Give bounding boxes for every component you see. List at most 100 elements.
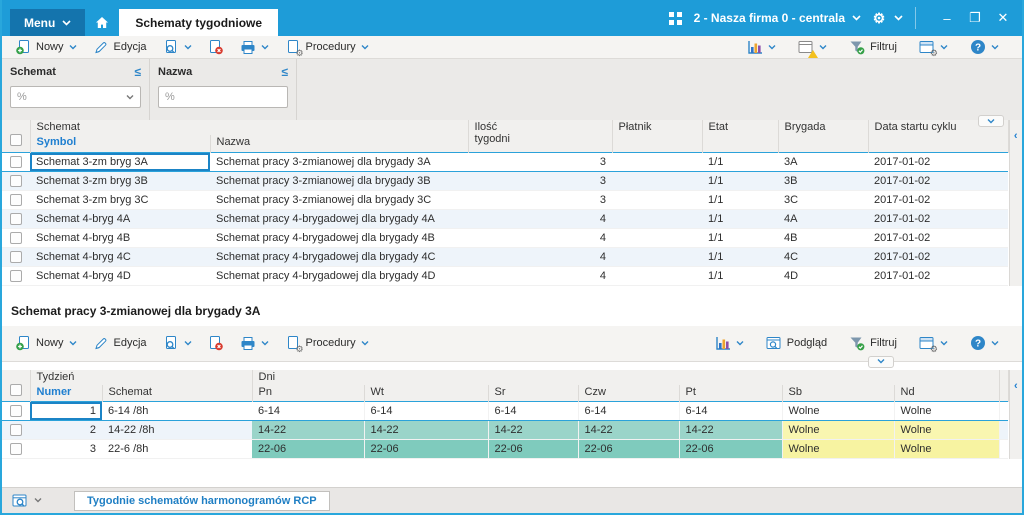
cell-sb[interactable]: Wolne <box>782 401 895 421</box>
row-checkbox[interactable] <box>2 266 30 286</box>
cell-nd[interactable]: Wolne <box>894 439 1000 459</box>
cell-data-startu[interactable]: 2017-01-02 <box>868 151 1009 172</box>
filter-button[interactable]: Filtruj <box>844 37 902 57</box>
new-button[interactable]: Nowy <box>10 333 82 353</box>
cell-data-startu[interactable]: 2017-01-02 <box>868 266 1009 286</box>
table-row[interactable]: Schemat 4-bryg 4B Schemat pracy 4-brygad… <box>2 228 1009 248</box>
table-row[interactable]: Schemat 3-zm bryg 3B Schemat pracy 3-zmi… <box>2 171 1009 191</box>
row-checkbox[interactable] <box>2 439 30 459</box>
row-checkbox[interactable] <box>2 209 30 229</box>
column-header-sr[interactable]: Sr <box>488 384 579 402</box>
cell-etat[interactable]: 1/1 <box>702 151 779 172</box>
filter-button[interactable]: Filtruj <box>844 333 902 353</box>
cell-numer[interactable]: 1 <box>30 401 102 421</box>
row-checkbox[interactable] <box>2 151 30 172</box>
cell-numer[interactable]: 2 <box>30 420 102 440</box>
maximize-button[interactable]: ❐ <box>969 10 981 25</box>
cell-data-startu[interactable]: 2017-01-02 <box>868 171 1009 191</box>
tab-schematy-tygodniowe[interactable]: Schematy tygodniowe <box>119 9 279 36</box>
cell-ilosc-tygodni[interactable]: 4 <box>468 247 613 267</box>
table-row[interactable]: Schemat 4-bryg 4A Schemat pracy 4-brygad… <box>2 209 1009 229</box>
column-header-pt[interactable]: Pt <box>679 384 783 402</box>
cell-schemat[interactable]: 6-14 /8h <box>102 401 253 421</box>
window-magnifier-icon[interactable] <box>12 493 28 509</box>
select-all-checkbox[interactable] <box>2 369 31 402</box>
cell-etat[interactable]: 1/1 <box>702 247 779 267</box>
cell-nazwa[interactable]: Schemat pracy 4-brygadowej dla brygady 4… <box>210 209 469 229</box>
table-row[interactable]: Schemat 3-zm bryg 3C Schemat pracy 3-zmi… <box>2 190 1009 210</box>
cell-brygada[interactable]: 3B <box>778 171 869 191</box>
table-row[interactable]: Schemat 4-bryg 4C Schemat pracy 4-brygad… <box>2 247 1009 267</box>
cell-symbol[interactable]: Schemat 4-bryg 4A <box>30 209 210 229</box>
group-header-tydzien[interactable]: Tydzień <box>30 369 253 385</box>
collapse-right-panel[interactable]: ‹ <box>1008 369 1022 459</box>
print-button[interactable] <box>235 37 274 57</box>
lte-operator-icon[interactable]: ≤ <box>281 65 288 79</box>
filter-schemat-input[interactable]: % <box>10 86 141 108</box>
procedures-button[interactable]: ⚙ Procedury <box>280 333 374 354</box>
grid-settings-button[interactable]: ⚙ <box>914 333 953 354</box>
cell-symbol[interactable]: Schemat 3-zm bryg 3C <box>30 190 210 210</box>
filter-row-toggle[interactable] <box>978 115 1004 127</box>
chevron-down-icon[interactable] <box>126 94 134 100</box>
cell-symbol[interactable]: Schemat 4-bryg 4B <box>30 228 210 248</box>
cell-pn[interactable]: 14-22 <box>252 420 365 440</box>
column-header-symbol[interactable]: Symbol <box>30 135 211 152</box>
cell-symbol[interactable]: Schemat 3-zm bryg 3B <box>30 171 210 191</box>
cell-nazwa[interactable]: Schemat pracy 3-zmianowej dla brygady 3C <box>210 190 469 210</box>
cell-platnik[interactable] <box>612 151 703 172</box>
cell-sr[interactable]: 14-22 <box>488 420 579 440</box>
delete-button[interactable] <box>203 333 229 353</box>
bottom-tab-tygodnie[interactable]: Tygodnie schematów harmonogramów RCP <box>74 490 330 511</box>
row-checkbox[interactable] <box>2 247 30 267</box>
procedures-button[interactable]: ⚙ Procedury <box>280 37 374 58</box>
close-button[interactable]: ✕ <box>997 10 1009 25</box>
column-header-schemat[interactable]: Schemat <box>102 384 253 402</box>
cell-platnik[interactable] <box>612 190 703 210</box>
cell-brygada[interactable]: 3C <box>778 190 869 210</box>
edit-button[interactable]: Edycja <box>88 37 152 57</box>
cell-ilosc-tygodni[interactable]: 3 <box>468 190 613 210</box>
cell-schemat[interactable]: 22-6 /8h <box>102 439 253 459</box>
cell-ilosc-tygodni[interactable]: 4 <box>468 228 613 248</box>
cell-data-startu[interactable]: 2017-01-02 <box>868 247 1009 267</box>
cell-brygada[interactable]: 4A <box>778 209 869 229</box>
home-button[interactable] <box>85 9 119 36</box>
column-header-platnik[interactable]: Płatnik <box>612 120 703 152</box>
column-header-pn[interactable]: Pn <box>252 384 365 402</box>
filter-nazwa-input[interactable]: % <box>158 86 288 108</box>
cell-pn[interactable]: 6-14 <box>252 401 365 421</box>
cell-nazwa[interactable]: Schemat pracy 4-brygadowej dla brygady 4… <box>210 228 469 248</box>
select-all-checkbox[interactable] <box>2 120 31 152</box>
cell-brygada[interactable]: 4B <box>778 228 869 248</box>
cell-sr[interactable]: 6-14 <box>488 401 579 421</box>
cell-nd[interactable]: Wolne <box>894 420 1000 440</box>
cell-sb[interactable]: Wolne <box>782 420 895 440</box>
chevron-down-icon[interactable] <box>34 498 42 503</box>
cell-platnik[interactable] <box>612 247 703 267</box>
cell-pt[interactable]: 22-06 <box>679 439 783 459</box>
cell-symbol[interactable]: Schemat 4-bryg 4D <box>30 266 210 286</box>
company-selector[interactable]: 2 - Nasza firma 0 - centrala <box>694 11 861 25</box>
cell-etat[interactable]: 1/1 <box>702 171 779 191</box>
column-header-czw[interactable]: Czw <box>578 384 680 402</box>
settings-button[interactable]: ⚙ <box>871 10 903 26</box>
grid-settings-button[interactable]: ⚙ <box>914 37 953 58</box>
cell-ilosc-tygodni[interactable]: 4 <box>468 266 613 286</box>
chart-button[interactable] <box>710 333 749 353</box>
row-checkbox[interactable] <box>2 171 30 191</box>
filter-row-toggle[interactable] <box>868 355 894 368</box>
view-settings-button[interactable] <box>793 37 832 58</box>
table-row[interactable]: 3 22-6 /8h 22-06 22-06 22-06 22-06 22-06… <box>2 439 1009 459</box>
column-header-nd[interactable]: Nd <box>894 384 1000 402</box>
cell-brygada[interactable]: 4D <box>778 266 869 286</box>
delete-button[interactable] <box>203 37 229 57</box>
help-button[interactable]: ? <box>965 37 1004 57</box>
cell-schemat[interactable]: 14-22 /8h <box>102 420 253 440</box>
column-header-ilosc-tygodni[interactable]: Ilość tygodni <box>468 120 613 152</box>
lte-operator-icon[interactable]: ≤ <box>134 65 141 79</box>
cell-pt[interactable]: 6-14 <box>679 401 783 421</box>
preview-record-button[interactable] <box>158 333 197 353</box>
collapse-right-panel[interactable]: ‹ <box>1008 120 1022 286</box>
cell-etat[interactable]: 1/1 <box>702 190 779 210</box>
